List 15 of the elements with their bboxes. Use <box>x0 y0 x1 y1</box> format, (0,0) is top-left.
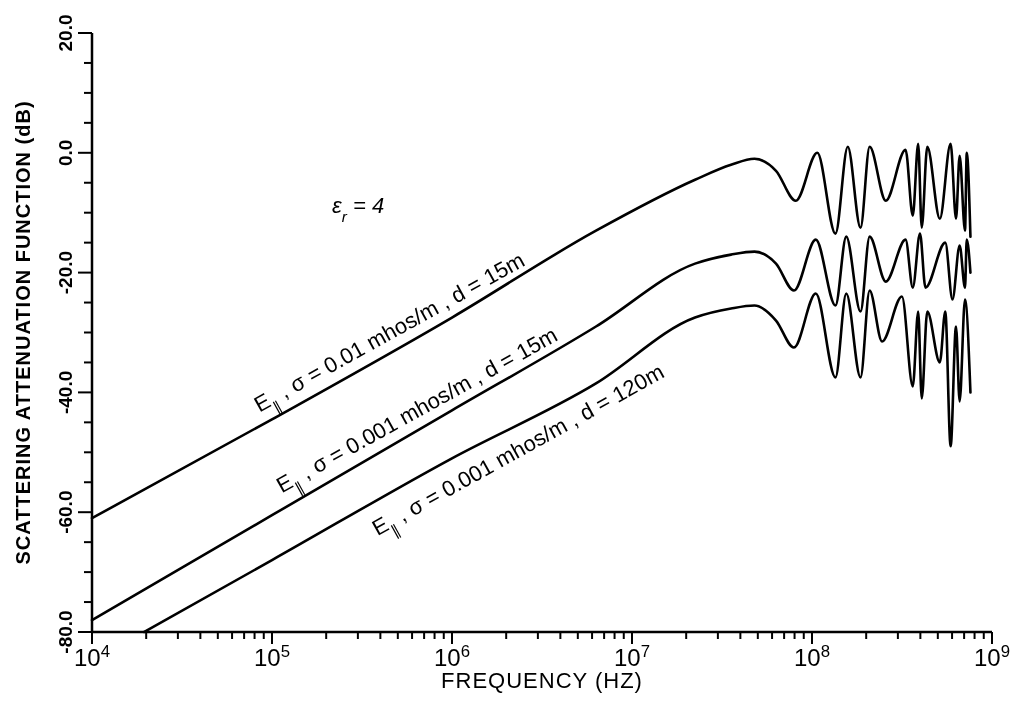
y-tick-label: -60.0 <box>55 490 76 534</box>
x-tick-label: 10$^{6}$ <box>433 641 471 671</box>
y-tick-label: -40.0 <box>55 370 76 415</box>
y-axis-title: SCATTERING ATTENUATION FUNCTION (dB) <box>12 100 34 565</box>
y-tick-label: -80.0 <box>55 610 76 654</box>
x-tick-label: 10$^{8}$ <box>793 641 831 671</box>
x-tick-label: 10$^{9}$ <box>973 641 1011 671</box>
x-tick-label: 10$^{5}$ <box>253 641 291 671</box>
x-tick-label: 10$^{7}$ <box>613 641 651 671</box>
annotation: ε$_{r}$ = 4 <box>332 193 385 225</box>
y-tick-label: -20.0 <box>55 250 76 295</box>
y-tick-label: 0.0 <box>55 139 76 167</box>
y-tick-label: 20.0 <box>55 14 76 52</box>
x-axis-title: FREQUENCY (HZ) <box>441 668 643 693</box>
x-tick-label: 10$^{4}$ <box>73 641 111 671</box>
